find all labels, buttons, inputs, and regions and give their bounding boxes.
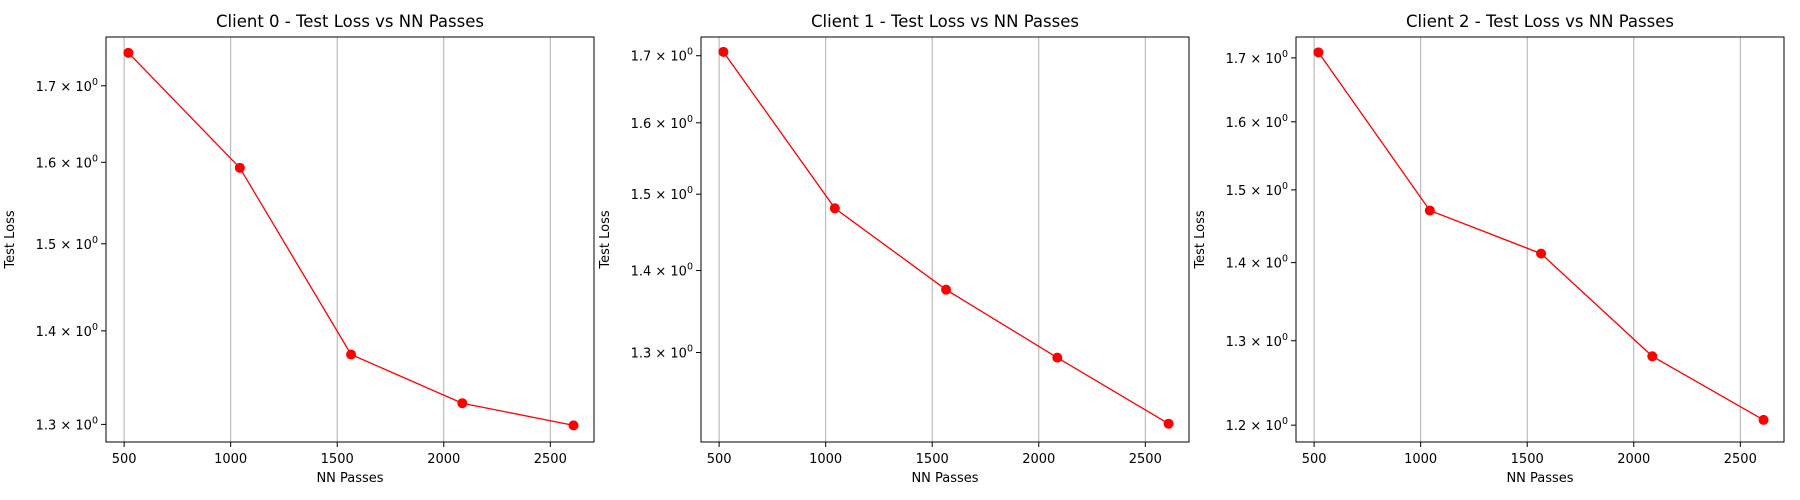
chart-1: 500 1000 1500 2000 2500 1.3 × 100 1.4 × 100 1.5… (598, 12, 1190, 486)
series-line (1317, 51, 1764, 421)
y-tick-label: 1.6 × 100 (36, 153, 98, 171)
y-tick-label: 1.7 × 100 (631, 47, 693, 65)
x-tick-label: 1500 (916, 452, 949, 467)
data-point (1758, 414, 1769, 425)
data-point (234, 162, 245, 173)
chart-title: Client 0 - Test Loss vs NN Passes (216, 12, 484, 31)
x-tick-label: 2000 (427, 452, 460, 467)
x-tick-label: 1000 (214, 452, 247, 467)
y-tick-label: 1.2 × 100 (1226, 416, 1288, 434)
y-tick-label: 1.6 × 100 (1226, 113, 1288, 131)
x-tick-label: 1000 (1404, 452, 1437, 467)
y-tick-label: 1.3 × 100 (36, 415, 98, 433)
data-point (941, 284, 952, 295)
y-axis-label: Test Loss (598, 210, 613, 269)
y-tick-label: 1.7 × 100 (36, 77, 98, 95)
x-tick-label: 500 (707, 452, 732, 467)
chart-2: 500 1000 1500 2000 2500 1.2 × 100 1.3 × 100 1.4… (1193, 12, 1785, 486)
chart-title: Client 2 - Test Loss vs NN Passes (1406, 12, 1674, 31)
x-axis-label: NN Passes (316, 471, 383, 486)
data-point (1163, 418, 1174, 429)
x-tick-label: 2500 (1129, 452, 1162, 467)
data-point (123, 47, 134, 58)
chart-title: Client 1 - Test Loss vs NN Passes (811, 12, 1079, 31)
x-tick-label: 2000 (1617, 452, 1650, 467)
data-point (1424, 205, 1435, 216)
x-tick-label: 2500 (534, 452, 567, 467)
plot-frame (1295, 36, 1785, 443)
series-line (127, 52, 574, 427)
y-tick-label: 1.3 × 100 (631, 344, 693, 362)
x-tick-label: 1500 (321, 452, 354, 467)
x-tick-label: 500 (112, 452, 137, 467)
data-point (346, 349, 357, 360)
y-tick-label: 1.5 × 100 (631, 185, 693, 203)
y-tick-label: 1.4 × 100 (631, 262, 693, 280)
chart-0: 500 1000 1500 2000 2500 1.3 × 100 1.4 × 100 1.5… (3, 12, 595, 486)
y-tick-label: 1.3 × 100 (1226, 332, 1288, 350)
y-tick-label: 1.5 × 100 (1226, 181, 1288, 199)
y-tick-label: 1.5 × 100 (36, 235, 98, 253)
x-axis-label: NN Passes (1506, 471, 1573, 486)
y-tick-label: 1.6 × 100 (631, 114, 693, 132)
data-point (829, 203, 840, 214)
data-point (457, 398, 468, 409)
y-axis-label: Test Loss (1193, 210, 1208, 269)
data-point (568, 420, 579, 431)
data-point (718, 46, 729, 57)
data-point (1052, 352, 1063, 363)
x-axis-label: NN Passes (911, 471, 978, 486)
x-tick-label: 1000 (809, 452, 842, 467)
plot-frame (105, 36, 595, 443)
data-point (1313, 47, 1324, 58)
data-point (1647, 351, 1658, 362)
y-tick-label: 1.7 × 100 (1226, 49, 1288, 67)
plot-frame (700, 36, 1190, 443)
x-tick-label: 500 (1302, 452, 1327, 467)
x-tick-label: 1500 (1511, 452, 1544, 467)
x-tick-label: 2000 (1022, 452, 1055, 467)
x-tick-label: 2500 (1724, 452, 1757, 467)
y-tick-label: 1.4 × 100 (36, 322, 98, 340)
y-axis-label: Test Loss (3, 210, 18, 269)
y-tick-label: 1.4 × 100 (1226, 254, 1288, 272)
series-line (722, 51, 1169, 425)
data-point (1536, 248, 1547, 259)
